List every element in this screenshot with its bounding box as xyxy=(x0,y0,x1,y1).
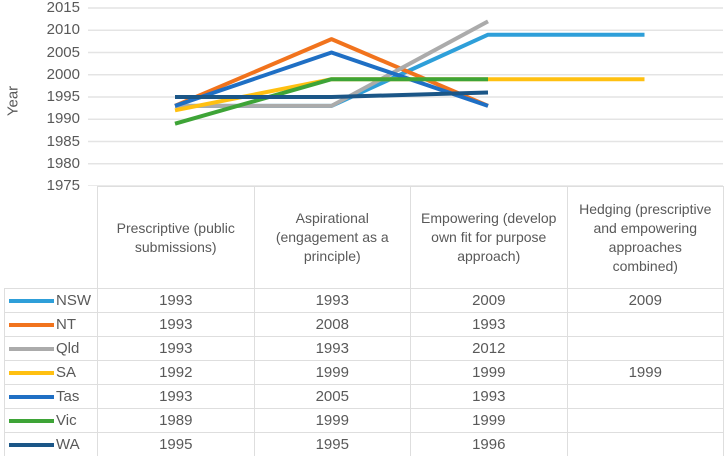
table-row-tas: Tas 1993 2005 1993 xyxy=(4,384,724,409)
column-header-prescriptive: Prescriptive (public submissions) xyxy=(97,186,255,289)
column-header-hedging: Hedging (prescriptive and empowering app… xyxy=(566,186,724,289)
table-cell: 2009 xyxy=(410,288,568,313)
series-line-nt xyxy=(174,37,489,108)
table-corner xyxy=(5,187,98,289)
table-cell: 2008 xyxy=(253,312,411,337)
nsw-line-key-icon xyxy=(9,298,54,303)
legend-cell-qld: Qld xyxy=(4,336,98,361)
series-label-qld: Qld xyxy=(56,340,80,357)
table-cell xyxy=(566,312,724,337)
qld-line-key-icon xyxy=(9,346,54,351)
table-row-nsw: NSW 1993 1993 2009 2009 xyxy=(4,288,724,313)
table-row-vic: Vic 1989 1999 1999 xyxy=(4,408,724,433)
y-axis-tick-label: 2000 xyxy=(46,65,80,83)
sa-line-key-icon xyxy=(9,370,54,375)
table-row-sa: SA 1992 1999 1999 1999 xyxy=(4,360,724,385)
series-label-wa: WA xyxy=(56,436,80,453)
table-cell: 1993 xyxy=(253,336,411,361)
series-line-wa xyxy=(175,90,489,99)
vic-line-key-icon xyxy=(9,418,54,423)
data-table: Prescriptive (public submissions) Aspira… xyxy=(4,186,724,456)
table-cell xyxy=(566,336,724,361)
series-label-sa: SA xyxy=(56,364,77,381)
y-axis-tick-label: 1975 xyxy=(46,177,80,194)
wa-line-key-icon xyxy=(9,442,54,447)
legend-cell-tas: Tas xyxy=(4,384,98,409)
table-cell: 1999 xyxy=(410,408,568,433)
plot-area xyxy=(88,7,723,186)
table-cell: 1993 xyxy=(97,288,255,313)
table-cell: 1999 xyxy=(566,360,724,385)
table-cell: 2012 xyxy=(410,336,568,361)
series-label-nsw: NSW xyxy=(56,292,91,309)
tas-line-key-icon xyxy=(9,394,54,399)
series-line-vic xyxy=(174,77,488,126)
legend-cell-vic: Vic xyxy=(4,408,98,433)
table-row-wa: WA 1995 1995 1996 xyxy=(4,432,724,456)
y-axis-tick-label: 2010 xyxy=(46,21,80,39)
legend-cell-sa: SA xyxy=(4,360,98,385)
series-label-nt: NT xyxy=(56,316,76,333)
y-axis-tick-label: 1995 xyxy=(46,88,80,105)
table-row-qld: Qld 1993 1993 2012 xyxy=(4,336,724,361)
series-line-tas xyxy=(174,50,489,108)
series-label-vic: Vic xyxy=(56,412,77,429)
table-cell: 1993 xyxy=(410,312,568,337)
table-cell xyxy=(566,384,724,409)
legend-cell-wa: WA xyxy=(4,432,98,456)
series-label-tas: Tas xyxy=(56,388,80,405)
table-row-nt: NT 1993 2008 1993 xyxy=(4,312,724,337)
column-header-empowering: Empowering (develop own fit for purpose … xyxy=(410,186,568,289)
y-axis-tick-label: 2015 xyxy=(46,0,80,16)
legend-cell-nt: NT xyxy=(4,312,98,337)
table-cell: 1999 xyxy=(253,360,411,385)
table-cell: 1995 xyxy=(97,432,255,456)
table-cell: 1993 xyxy=(97,384,255,409)
y-axis-tick-label: 1980 xyxy=(46,154,80,172)
column-header-aspirational: Aspirational (engagement as a principle) xyxy=(253,186,411,289)
table-cell: 1993 xyxy=(97,312,255,337)
legend-cell-nsw: NSW xyxy=(4,288,98,313)
table-cell: 2009 xyxy=(566,288,724,313)
series-line-qld xyxy=(175,19,489,108)
y-axis-tick-label: 1985 xyxy=(46,132,80,150)
nt-line-key-icon xyxy=(9,322,54,327)
table-cell: 1993 xyxy=(410,384,568,409)
table-cell: 1999 xyxy=(410,360,568,385)
table-cell: 1995 xyxy=(253,432,411,456)
table-header-row: Prescriptive (public submissions) Aspira… xyxy=(5,186,724,289)
table-cell: 1992 xyxy=(97,360,255,385)
table-cell: 1993 xyxy=(253,288,411,313)
table-cell: 1996 xyxy=(410,432,568,456)
table-cell: 2005 xyxy=(253,384,411,409)
table-cell: 1999 xyxy=(253,408,411,433)
y-axis-tick-label: 1990 xyxy=(46,110,80,128)
table-cell xyxy=(566,432,724,456)
y-axis-tick-label: 2005 xyxy=(46,43,80,61)
table-cell: 1993 xyxy=(97,336,255,361)
table-cell xyxy=(566,408,724,433)
table-cell: 1989 xyxy=(97,408,255,433)
